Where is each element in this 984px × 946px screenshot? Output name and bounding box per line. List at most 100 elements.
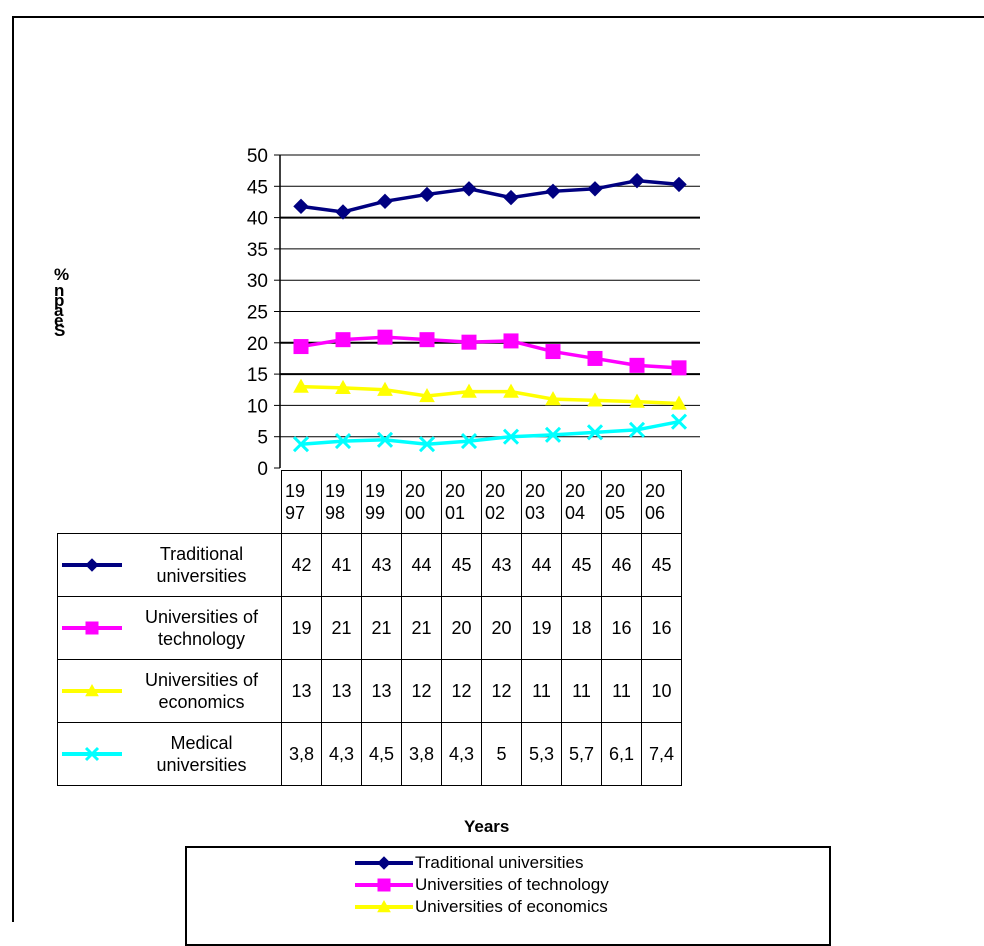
table-cell: 45	[641, 533, 682, 597]
x-tick-label: 20 02	[481, 470, 522, 534]
y-tick-label: 30	[247, 271, 268, 292]
y-tick-label: 40	[247, 209, 268, 230]
data-point	[586, 424, 604, 441]
chart-frame	[12, 16, 984, 922]
table-cell: 21	[361, 596, 402, 660]
table-cell: 6,1	[601, 722, 642, 786]
data-point	[461, 181, 477, 197]
row-header: Universities of technology	[57, 596, 282, 660]
table-cell: 5,7	[561, 722, 602, 786]
table-cell: 4,5	[361, 722, 402, 786]
legend-item: Universities of technology	[355, 874, 609, 896]
data-point	[335, 379, 351, 394]
data-table: 19 97 19 98 19 99 20 00 20 01 20 02 20 03 20 04…	[57, 470, 682, 786]
universities-of-technology-legend-key	[355, 878, 413, 892]
table-cell: 13	[361, 659, 402, 723]
table-cell: 42	[281, 533, 322, 597]
y-tick-label: 35	[247, 240, 268, 261]
series-traditional-universities	[293, 172, 687, 220]
x-axis-label: Years	[464, 817, 510, 836]
y-tick-label: 20	[247, 334, 268, 355]
data-point	[502, 428, 520, 445]
y-tick-label: 25	[247, 303, 268, 324]
data-point	[587, 181, 603, 197]
table-cell: 19	[281, 596, 322, 660]
table-cell: 5,3	[521, 722, 562, 786]
table-cell: 21	[321, 596, 362, 660]
data-point	[587, 350, 603, 366]
legend-label: Universities of technology	[415, 875, 609, 894]
series-line	[300, 178, 680, 214]
y-tick-label: 45	[247, 177, 268, 198]
legend: Traditional universities Universities of …	[185, 846, 831, 946]
table-cell: 20	[481, 596, 522, 660]
x-tick-label: 20 01	[441, 470, 482, 534]
data-point	[545, 183, 561, 200]
table-corner	[58, 471, 282, 534]
table-row: Universities of technology 19 21 21 21 20 20 19…	[57, 596, 682, 660]
table-cell: 4,3	[441, 722, 482, 786]
data-point	[629, 393, 645, 408]
data-point	[545, 344, 561, 360]
universities-of-economics-legend-key	[355, 899, 413, 913]
x-tick-label: 19 99	[361, 470, 402, 534]
data-point	[293, 378, 309, 393]
data-point	[377, 193, 393, 210]
table-cell: 44	[521, 533, 562, 597]
row-header: Medical universities	[57, 722, 282, 786]
series-line	[300, 419, 680, 446]
row-header: Traditional universities	[57, 533, 282, 597]
table-row: Medical universities 3,8 4,3 4,5 3,8 4,3 5 5,3 5…	[57, 722, 682, 786]
data-point	[544, 426, 562, 443]
legend-label: Traditional universities	[415, 853, 584, 872]
data-point	[293, 198, 309, 215]
traditional-universities-legend-key	[355, 856, 413, 870]
x-tick-label: 20 03	[521, 470, 562, 534]
legend-label: Universities of economics	[415, 897, 608, 916]
data-point	[419, 332, 435, 348]
data-point	[461, 383, 477, 398]
table-cell: 19	[521, 596, 562, 660]
universities-of-economics-legend-key	[62, 683, 122, 697]
data-point	[335, 332, 351, 348]
universities-of-technology-legend-key	[62, 621, 122, 635]
x-tick-label: 20 04	[561, 470, 602, 534]
table-cell: 18	[561, 596, 602, 660]
series-universities-of-economics	[293, 378, 687, 410]
y-tick-label: 50	[247, 146, 268, 167]
table-cell: 16	[641, 596, 682, 660]
x-tick-label: 20 00	[401, 470, 442, 534]
table-cell: 12	[481, 659, 522, 723]
y-tick-label: 10	[247, 396, 268, 417]
table-cell: 11	[601, 659, 642, 723]
row-label: Traditional universities	[156, 544, 247, 586]
table-cell: 5	[481, 722, 522, 786]
data-point	[670, 413, 688, 430]
data-point	[335, 204, 351, 220]
series-line	[300, 384, 680, 406]
data-point	[545, 391, 561, 406]
y-tick-label: 5	[257, 428, 268, 449]
table-cell: 4,3	[321, 722, 362, 786]
table-cell: 20	[441, 596, 482, 660]
x-tick-label: 20 05	[601, 470, 642, 534]
y-tick-label: 0	[257, 459, 268, 480]
series-medical-universities	[292, 413, 688, 453]
data-point	[377, 329, 393, 345]
table-cell: 7,4	[641, 722, 682, 786]
data-point	[419, 387, 435, 403]
table-cell: 21	[401, 596, 442, 660]
table-cell: 3,8	[401, 722, 442, 786]
data-point	[503, 189, 519, 206]
table-row: Universities of economics 13 13 13 12 12 12 11 1…	[57, 659, 682, 723]
table-cell: 43	[481, 533, 522, 597]
data-point	[503, 333, 519, 349]
medical-universities-legend-key	[62, 746, 122, 762]
y-tick-label: 15	[247, 365, 268, 386]
data-point	[629, 357, 645, 373]
data-point	[671, 176, 687, 193]
data-point	[376, 431, 394, 448]
table-cell: 44	[401, 533, 442, 597]
x-tick-label: 20 06	[641, 470, 682, 534]
table-cell: 12	[401, 659, 442, 723]
